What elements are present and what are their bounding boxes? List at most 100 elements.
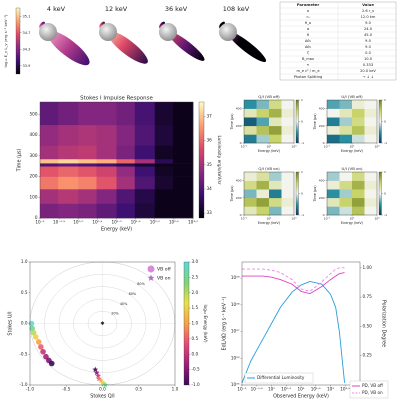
legend-label: PD, VB off bbox=[362, 383, 383, 388]
colorbar-tick-label: 35.1 bbox=[23, 14, 31, 18]
heatmap-cell bbox=[269, 206, 282, 216]
y-tick-label: 200 bbox=[319, 124, 325, 128]
heatmap-cell bbox=[339, 180, 353, 190]
y-tick-label: 10³⁷ bbox=[231, 329, 240, 334]
heatmap-cell bbox=[364, 117, 378, 127]
heatmap-cell bbox=[40, 189, 59, 204]
colorbar-tick-label: -0.5 bbox=[192, 367, 201, 372]
data-line bbox=[242, 272, 345, 295]
x-tick-label: 10³ bbox=[374, 217, 380, 221]
y-tick-label: 400 bbox=[236, 107, 242, 111]
heatmap-cell bbox=[327, 134, 340, 144]
legend-marker bbox=[147, 265, 155, 273]
colorbar-tick-label: 33 bbox=[207, 210, 213, 215]
heatmap-cell bbox=[364, 108, 378, 118]
x-tick-label: 10¹·⁵ bbox=[311, 387, 321, 392]
heatmap-cell bbox=[78, 189, 97, 204]
heatmap-cell bbox=[269, 100, 282, 109]
heatmap-cell bbox=[364, 172, 378, 181]
heatmap-cell bbox=[256, 172, 270, 181]
heatmap-cell bbox=[154, 163, 174, 167]
plot-frame bbox=[326, 99, 378, 144]
heatmap-cell bbox=[40, 176, 59, 190]
table-cell: 9.0 bbox=[365, 21, 371, 25]
table-cell: θ_o bbox=[305, 21, 311, 25]
colorbar bbox=[183, 261, 190, 386]
heatmap-cell bbox=[134, 124, 156, 146]
colorbar-label: Luminosity erg/s/keV/sr bbox=[217, 135, 222, 184]
x-tick-label: 10⁰ bbox=[268, 387, 275, 392]
heatmap-cell bbox=[96, 166, 117, 177]
heatmap-cell bbox=[244, 117, 257, 127]
heatmap-cell bbox=[269, 108, 282, 118]
heatmap-cell bbox=[256, 189, 270, 199]
heatmap-cell bbox=[327, 117, 340, 127]
x-tick-label: 10¹·⁰ bbox=[111, 220, 121, 225]
table-cell: α bbox=[307, 27, 310, 31]
plot-frame bbox=[326, 171, 378, 216]
heatmap-cell bbox=[78, 145, 97, 160]
heatmap-cell bbox=[134, 203, 156, 219]
y-tick-label: 400 bbox=[236, 179, 242, 183]
heatmap-cell bbox=[40, 158, 59, 164]
neutron-star bbox=[219, 23, 237, 41]
colorbar bbox=[378, 99, 382, 144]
y-tick-label: 0.5 bbox=[21, 290, 28, 295]
y-axis-label: Time (μs) bbox=[230, 185, 234, 203]
heatmap-cell bbox=[154, 176, 174, 190]
panel-title: Q/I (VB off) bbox=[258, 94, 280, 99]
heatmap-cell bbox=[281, 197, 295, 207]
y-tick-label: 200 bbox=[236, 124, 242, 128]
x-tick-label: 10⁰·⁰ bbox=[73, 220, 83, 225]
heatmap-cell bbox=[96, 189, 117, 204]
heatmap-cell bbox=[256, 206, 270, 216]
heatmap-cell bbox=[352, 197, 365, 207]
heatmap-cell bbox=[244, 197, 257, 207]
heatmap-cell bbox=[364, 180, 378, 190]
heatmap-cell bbox=[352, 100, 365, 109]
table-cell: 0.0 bbox=[365, 51, 371, 55]
heatmap-cell bbox=[40, 163, 59, 167]
colorbar-tick-label: 2.5 bbox=[192, 274, 199, 279]
y-tick-label: 100 bbox=[30, 194, 38, 199]
plume-cap bbox=[219, 21, 225, 29]
colorbar-tick-label: 1 bbox=[301, 98, 303, 102]
heatmap-cell bbox=[339, 108, 353, 118]
y-tick-label: 300 bbox=[30, 153, 38, 158]
heatmap-cell bbox=[352, 117, 365, 127]
heatmap-cell bbox=[244, 100, 257, 109]
x-tick-label: -1.0 bbox=[26, 387, 35, 392]
colorbar-tick-label: 0 bbox=[384, 192, 386, 196]
table-cell: 9.0 bbox=[365, 39, 371, 43]
y2-axis-label: Polarization Degree bbox=[381, 300, 387, 347]
heatmap-cell bbox=[244, 189, 257, 199]
heatmap-cell bbox=[281, 206, 295, 216]
x-axis-label: Observed Energy (keV) bbox=[273, 393, 329, 399]
x-tick-label: 0.5 bbox=[135, 387, 142, 392]
x-tick-label: 10²·⁰ bbox=[150, 220, 160, 225]
heatmap-cell bbox=[40, 203, 59, 219]
x-tick-label: 10² bbox=[327, 387, 334, 392]
x-tick-label: 10³ bbox=[291, 145, 297, 149]
y-tick-label: 10³⁹ bbox=[231, 275, 240, 280]
heatmap-cell bbox=[352, 108, 365, 118]
y-axis-label: Time (μs) bbox=[313, 185, 317, 203]
plume-cap bbox=[39, 21, 45, 29]
heatmap-cell bbox=[339, 134, 353, 144]
x-tick-label: 10⁰·⁵ bbox=[92, 220, 102, 225]
colorbar-tick-label: 3.0 bbox=[192, 259, 199, 264]
table-cell: B_max bbox=[302, 57, 315, 61]
heatmap-cell bbox=[244, 125, 257, 135]
table-cell: 24.0 bbox=[364, 27, 373, 31]
data-line bbox=[241, 280, 346, 384]
x-axis-label: Energy (keV) bbox=[341, 221, 364, 225]
heatmap-cell bbox=[352, 172, 365, 181]
legend-label: VB off bbox=[157, 267, 172, 273]
x-tick-label: 10²·⁵ bbox=[169, 220, 179, 225]
legend-label: Differential Luminosity bbox=[257, 375, 305, 380]
heatmap-cell bbox=[172, 189, 194, 204]
heatmap-cell bbox=[256, 100, 270, 109]
heatmap-cell bbox=[256, 197, 270, 207]
heatmap-cell bbox=[244, 108, 257, 118]
